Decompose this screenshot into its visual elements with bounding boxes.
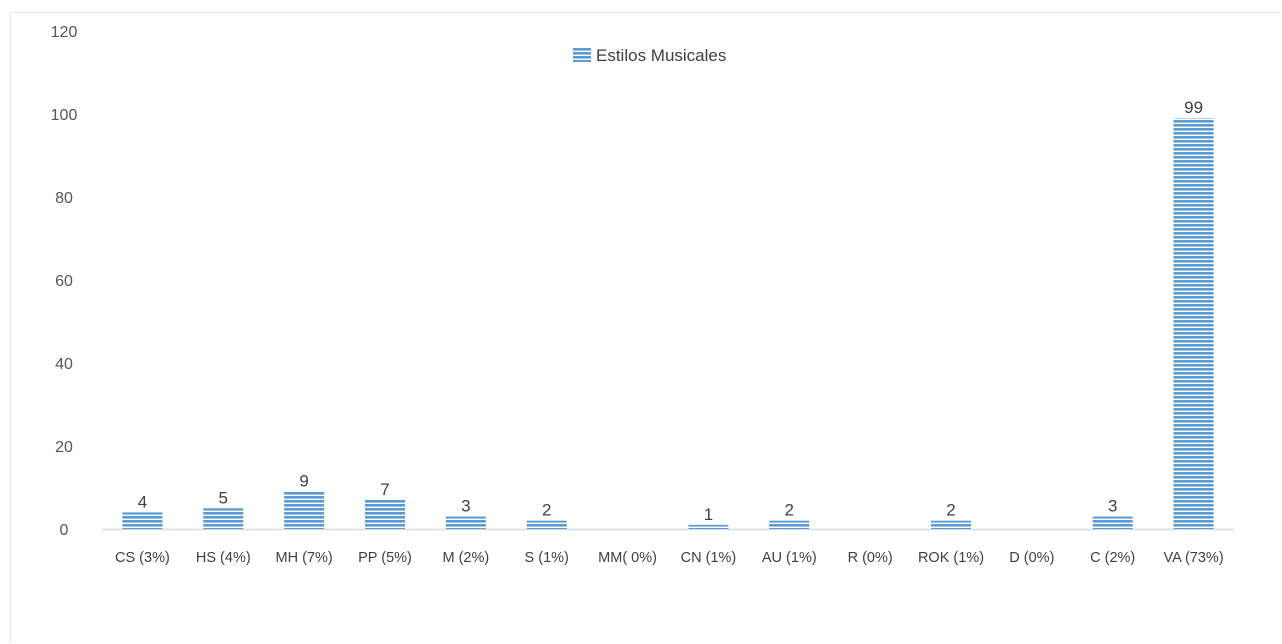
data-label: 99 xyxy=(1184,98,1203,117)
bar xyxy=(203,508,244,529)
data-label: 2 xyxy=(946,501,955,520)
legend: Estilos Musicales xyxy=(573,46,726,65)
bar xyxy=(365,499,405,529)
y-tick-label: 40 xyxy=(55,356,73,373)
x-tick-label: CS (3%) xyxy=(115,550,170,566)
bars xyxy=(122,118,1214,530)
x-axis: CS (3%) HS (4%) MH (7%) PP (5%) M (2%) S (1%)… xyxy=(102,528,1234,566)
data-label: 4 xyxy=(138,492,147,511)
legend-swatch xyxy=(573,47,591,62)
bar xyxy=(122,512,163,529)
bar xyxy=(1092,516,1133,529)
y-tick-label: 100 xyxy=(51,107,78,124)
y-tick-label: 0 xyxy=(60,522,69,539)
bar xyxy=(1173,118,1214,530)
data-labels: 4 5 9 7 3 2 1 2 2 3 99 xyxy=(138,98,1203,524)
x-tick-label: VA (73%) xyxy=(1163,550,1223,566)
x-tick-label: PP (5%) xyxy=(358,550,412,566)
x-tick-label: D (0%) xyxy=(1009,550,1054,566)
y-tick-label: 60 xyxy=(55,273,73,290)
y-axis: 0 20 40 60 80 100 120 xyxy=(51,24,78,539)
x-tick-label: MM( 0%) xyxy=(598,550,657,566)
x-tick-label: HS (4%) xyxy=(196,550,251,566)
bar xyxy=(769,520,810,529)
y-tick-label: 80 xyxy=(55,190,73,207)
legend-label: Estilos Musicales xyxy=(596,46,726,65)
bar xyxy=(931,520,971,529)
bar xyxy=(445,516,486,529)
bar xyxy=(688,524,729,529)
y-tick-label: 120 xyxy=(51,24,78,41)
data-label: 5 xyxy=(219,488,228,507)
data-label: 2 xyxy=(542,501,551,520)
x-tick-label: AU (1%) xyxy=(762,550,817,566)
data-label: 2 xyxy=(785,501,794,520)
bar xyxy=(284,491,325,529)
x-tick-label: CN (1%) xyxy=(681,550,737,566)
y-tick-label: 20 xyxy=(55,439,73,456)
x-tick-label: C (2%) xyxy=(1090,550,1135,566)
x-tick-label: M (2%) xyxy=(442,550,489,566)
x-tick-label: R (0%) xyxy=(848,550,893,566)
x-tick-label: S (1%) xyxy=(525,550,569,566)
bar xyxy=(526,520,567,529)
x-tick-label: ROK (1%) xyxy=(918,550,984,566)
data-label: 1 xyxy=(704,505,713,524)
x-tick-label: MH (7%) xyxy=(276,550,333,566)
data-label: 3 xyxy=(1108,497,1117,516)
data-label: 9 xyxy=(299,472,308,491)
chart-frame xyxy=(10,12,1280,642)
data-label: 3 xyxy=(461,497,470,516)
data-label: 7 xyxy=(380,480,389,499)
